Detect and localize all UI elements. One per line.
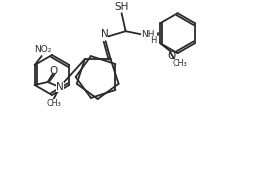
Text: NO₂: NO₂ bbox=[34, 45, 51, 54]
Text: H: H bbox=[150, 36, 157, 45]
Text: NH: NH bbox=[141, 30, 154, 39]
Text: CH₃: CH₃ bbox=[173, 59, 188, 68]
Text: CH₃: CH₃ bbox=[46, 98, 61, 107]
Text: O: O bbox=[50, 66, 58, 76]
Text: N: N bbox=[56, 82, 64, 92]
Text: O: O bbox=[167, 51, 175, 61]
Text: N: N bbox=[101, 29, 109, 39]
Text: SH: SH bbox=[114, 2, 129, 12]
